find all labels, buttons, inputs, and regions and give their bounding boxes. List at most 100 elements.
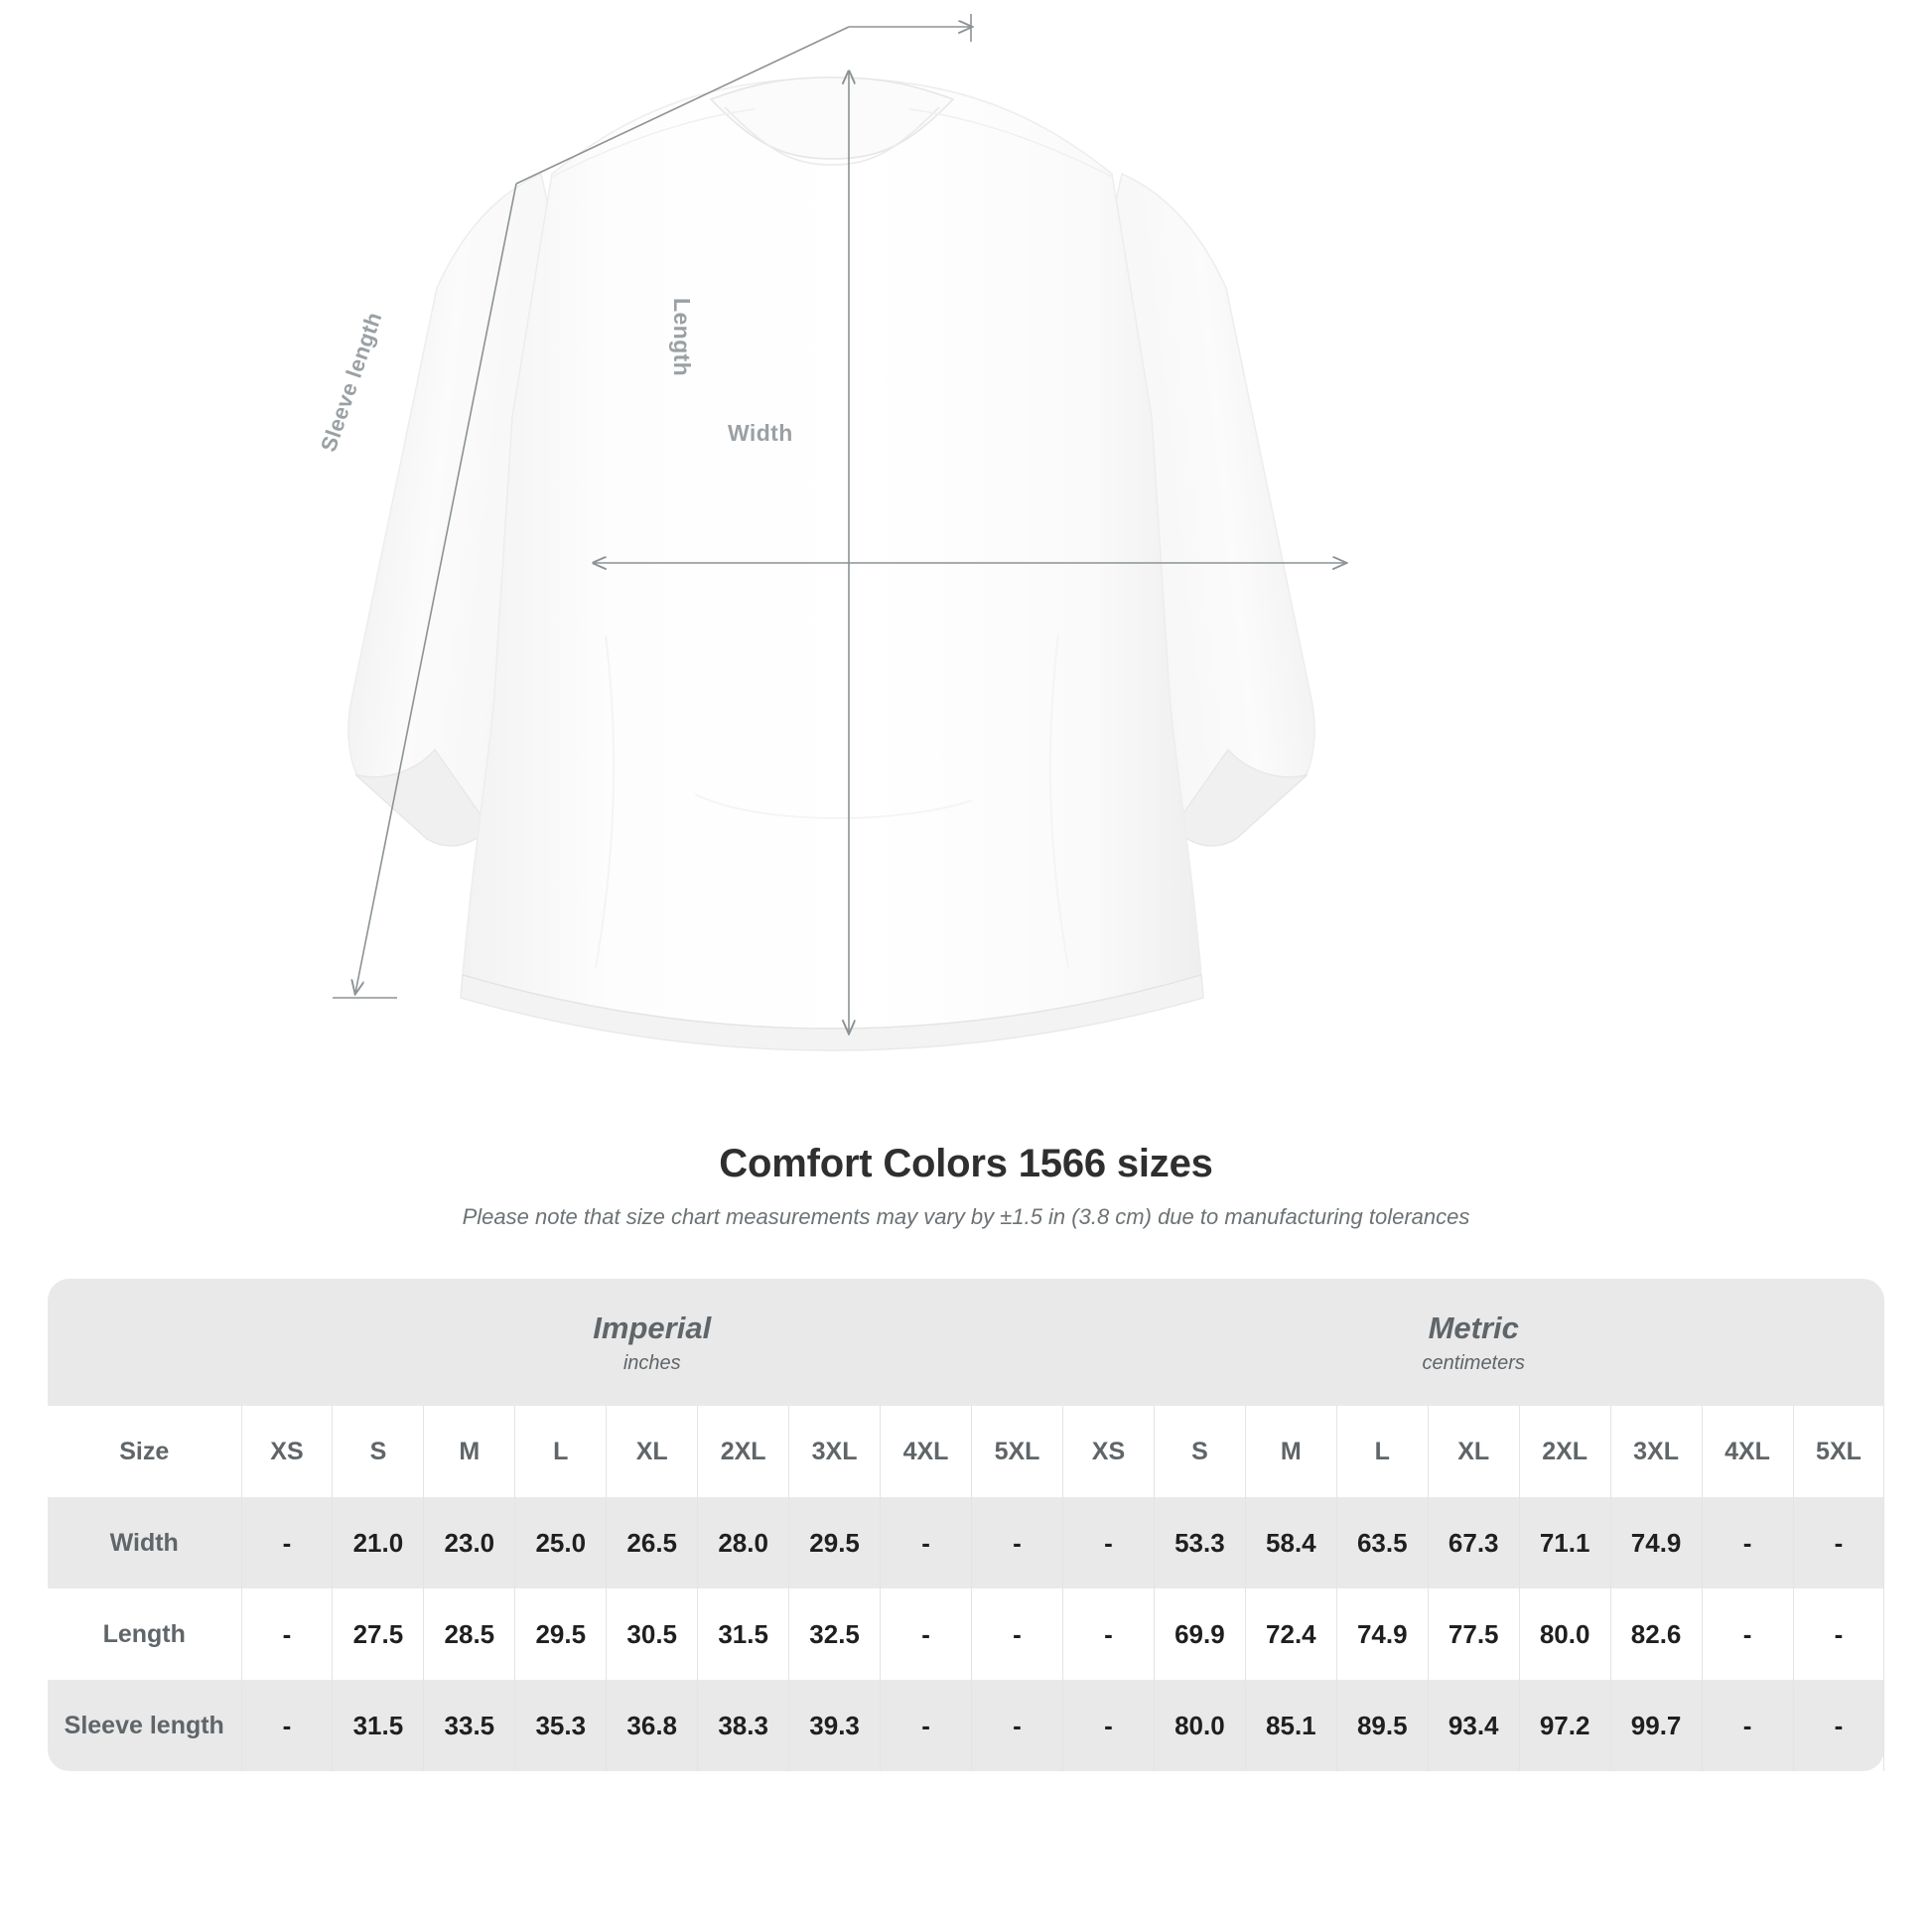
- measurement-cell: 31.5: [697, 1588, 790, 1680]
- title-block: Comfort Colors 1566 sizes Please note th…: [0, 1142, 1932, 1230]
- measurement-cell: 29.5: [514, 1588, 608, 1680]
- size-column-header-l: L: [514, 1406, 608, 1497]
- measurement-cell: 26.5: [606, 1497, 699, 1588]
- width-label: Width: [728, 420, 793, 446]
- measurement-cell: 82.6: [1609, 1588, 1703, 1680]
- measurement-cell: 25.0: [514, 1497, 608, 1588]
- size-column-header-xs: XS: [1062, 1406, 1155, 1497]
- measurement-cell: 39.3: [788, 1680, 882, 1771]
- unit-header-spacer: [48, 1279, 241, 1406]
- measurement-cell: 53.3: [1153, 1497, 1246, 1588]
- unit-group-subtitle: centimeters: [1422, 1351, 1525, 1374]
- measurement-cell: 74.9: [1609, 1497, 1703, 1588]
- measurement-cell: -: [1062, 1588, 1155, 1680]
- measurement-cell: 21.0: [332, 1497, 425, 1588]
- page-title: Comfort Colors 1566 sizes: [719, 1142, 1213, 1185]
- measurement-cell: 30.5: [606, 1588, 699, 1680]
- measurement-cell: 28.5: [423, 1588, 516, 1680]
- sweatshirt-diagram: [333, 14, 1932, 1051]
- measurement-cell: -: [971, 1497, 1063, 1588]
- measurement-cell: 99.7: [1609, 1680, 1703, 1771]
- size-table: Imperial inches Metric centimeters Size XS S M L…: [48, 1279, 1885, 1771]
- measurement-row-label: Length: [48, 1588, 242, 1680]
- size-column-header-3xl: 3XL: [1609, 1406, 1703, 1497]
- table-row: Length -27.5 28.5 29.5 30.5 31.5 32.5- - -69.9 72…: [48, 1588, 1885, 1680]
- table-row: Sleeve length -31.5 33.5 35.3 36.8 38.3 39.3- -…: [48, 1680, 1885, 1771]
- measurement-cell: -: [1701, 1680, 1794, 1771]
- tolerance-note: Please note that size chart measurements…: [462, 1204, 1470, 1229]
- size-column-header-4xl: 4XL: [880, 1406, 972, 1497]
- measurement-cell: -: [971, 1588, 1063, 1680]
- measurement-cell: 69.9: [1153, 1588, 1246, 1680]
- measurement-cell: -: [240, 1497, 334, 1588]
- measurement-cell: 80.0: [1153, 1680, 1246, 1771]
- measurement-cell: -: [1062, 1497, 1155, 1588]
- measurement-cell: 93.4: [1427, 1680, 1520, 1771]
- size-column-header-4xl: 4XL: [1701, 1406, 1794, 1497]
- measurement-cell: -: [880, 1680, 972, 1771]
- measurement-cell: -: [240, 1588, 334, 1680]
- measurement-cell: -: [1792, 1680, 1885, 1771]
- measurement-cell: 80.0: [1518, 1588, 1611, 1680]
- unit-group-imperial: Imperial inches: [241, 1279, 1063, 1406]
- measurement-cell: -: [971, 1680, 1063, 1771]
- measurement-cell: -: [1701, 1497, 1794, 1588]
- length-label: Length: [669, 298, 695, 377]
- size-column-header-m: M: [423, 1406, 516, 1497]
- measurement-cell: -: [240, 1680, 334, 1771]
- measurement-cell: 97.2: [1518, 1680, 1611, 1771]
- measurement-row-label: Width: [48, 1497, 242, 1588]
- sweatshirt-shape: [347, 76, 1315, 1051]
- measurement-cell: 85.1: [1244, 1680, 1337, 1771]
- measurement-cell: 72.4: [1244, 1588, 1337, 1680]
- size-header-row: Size XS S M L XL 2XL 3XL 4XL 5XL XS S M L XL 2XL 3XL 4XL 5…: [48, 1406, 1885, 1497]
- measurement-cell: 67.3: [1427, 1497, 1520, 1588]
- size-table-container: Imperial inches Metric centimeters Size XS S M L…: [48, 1279, 1885, 1771]
- unit-header-row: Imperial inches Metric centimeters: [48, 1279, 1884, 1406]
- size-column-header-2xl: 2XL: [1518, 1406, 1611, 1497]
- unit-group-metric: Metric centimeters: [1062, 1279, 1884, 1406]
- measurement-row-label: Sleeve length: [48, 1680, 242, 1771]
- measurement-cell: 74.9: [1335, 1588, 1429, 1680]
- garment-illustration: Sleeve length Length Width: [316, 14, 1932, 1051]
- unit-group-name: Imperial: [593, 1310, 712, 1345]
- table-row: Width -21.0 23.0 25.0 26.5 28.0 29.5- - -53.3 58.…: [48, 1497, 1885, 1588]
- size-column-header-xs: XS: [240, 1406, 334, 1497]
- measurement-cell: 36.8: [606, 1680, 699, 1771]
- measurement-cell: -: [1062, 1680, 1155, 1771]
- size-header-label: Size: [48, 1406, 242, 1497]
- measurement-cell: 29.5: [788, 1497, 882, 1588]
- measurement-cell: 23.0: [423, 1497, 516, 1588]
- size-column-header-l: L: [1335, 1406, 1429, 1497]
- unit-group-subtitle: inches: [622, 1351, 681, 1374]
- size-column-header-2xl: 2XL: [697, 1406, 790, 1497]
- measurement-cell: 63.5: [1335, 1497, 1429, 1588]
- measurement-cell: 89.5: [1335, 1680, 1429, 1771]
- measurement-cell: 38.3: [697, 1680, 790, 1771]
- measurement-cell: -: [880, 1588, 972, 1680]
- measurement-cell: -: [1792, 1588, 1885, 1680]
- measurement-cell: -: [1792, 1497, 1885, 1588]
- measurement-cell: 28.0: [697, 1497, 790, 1588]
- measurement-cell: 32.5: [788, 1588, 882, 1680]
- size-column-header-5xl: 5XL: [1792, 1406, 1885, 1497]
- sleeve-length-measure-line: [333, 14, 971, 999]
- size-column-header-5xl: 5XL: [971, 1406, 1063, 1497]
- unit-group-name: Metric: [1428, 1310, 1519, 1345]
- size-column-header-xl: XL: [1427, 1406, 1520, 1497]
- measurement-cell: 77.5: [1427, 1588, 1520, 1680]
- measurement-cell: 31.5: [332, 1680, 425, 1771]
- measurement-cell: 33.5: [423, 1680, 516, 1771]
- size-column-header-3xl: 3XL: [788, 1406, 882, 1497]
- size-column-header-s: S: [1153, 1406, 1246, 1497]
- measurement-cell: 71.1: [1518, 1497, 1611, 1588]
- size-column-header-m: M: [1244, 1406, 1337, 1497]
- measurement-cell: 27.5: [332, 1588, 425, 1680]
- measurement-cell: -: [1701, 1588, 1794, 1680]
- measurement-cell: -: [880, 1497, 972, 1588]
- measurement-cell: 58.4: [1244, 1497, 1337, 1588]
- size-column-header-xl: XL: [606, 1406, 699, 1497]
- size-column-header-s: S: [332, 1406, 425, 1497]
- measurement-cell: 35.3: [514, 1680, 608, 1771]
